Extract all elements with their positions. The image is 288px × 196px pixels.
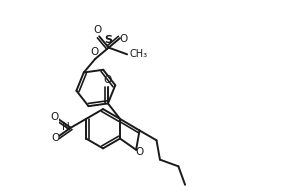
Text: O: O [135,147,143,157]
Text: O: O [50,112,58,122]
Text: O: O [119,34,127,44]
Text: O: O [104,75,112,85]
Text: O: O [90,47,98,57]
Text: N: N [62,122,70,132]
Text: CH₃: CH₃ [130,49,148,59]
Text: S: S [105,35,113,45]
Text: O: O [51,133,59,143]
Text: O: O [94,25,102,35]
